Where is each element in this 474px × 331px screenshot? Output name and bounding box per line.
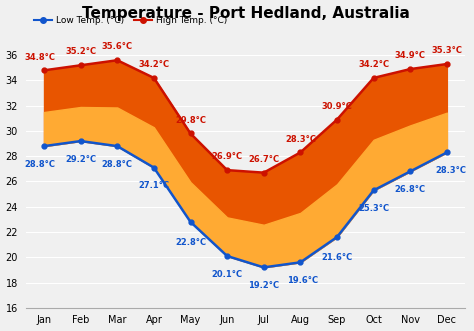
Text: 34.2°C: 34.2°C [138, 60, 169, 69]
Text: 34.2°C: 34.2°C [358, 60, 389, 69]
Text: 30.9°C: 30.9°C [321, 102, 353, 111]
Text: 22.8°C: 22.8°C [175, 238, 206, 247]
Legend: Low Temp. (°C), High Temp. (°C): Low Temp. (°C), High Temp. (°C) [30, 13, 231, 29]
Text: 34.8°C: 34.8°C [25, 53, 56, 62]
Text: 29.8°C: 29.8°C [175, 116, 206, 125]
Text: 26.8°C: 26.8°C [395, 185, 426, 194]
Text: 28.8°C: 28.8°C [25, 160, 56, 169]
Title: Temperature - Port Hedland, Australia: Temperature - Port Hedland, Australia [82, 6, 410, 21]
Text: 21.6°C: 21.6°C [321, 254, 353, 262]
Text: 35.6°C: 35.6°C [102, 42, 133, 51]
Text: 35.3°C: 35.3°C [431, 46, 462, 55]
Text: 19.6°C: 19.6°C [287, 276, 318, 285]
Text: 29.2°C: 29.2°C [65, 155, 96, 164]
Text: 28.3°C: 28.3°C [435, 166, 466, 175]
Text: 28.8°C: 28.8°C [102, 160, 133, 169]
Text: 19.2°C: 19.2°C [248, 281, 279, 290]
Text: 26.9°C: 26.9°C [211, 152, 243, 161]
Text: 28.3°C: 28.3°C [285, 135, 316, 144]
Text: 27.1°C: 27.1°C [138, 181, 169, 191]
Text: 34.9°C: 34.9°C [395, 51, 426, 60]
Text: 35.2°C: 35.2°C [65, 47, 96, 57]
Text: 26.7°C: 26.7°C [248, 155, 279, 164]
Text: 20.1°C: 20.1°C [211, 270, 243, 279]
Text: 25.3°C: 25.3°C [358, 204, 389, 213]
